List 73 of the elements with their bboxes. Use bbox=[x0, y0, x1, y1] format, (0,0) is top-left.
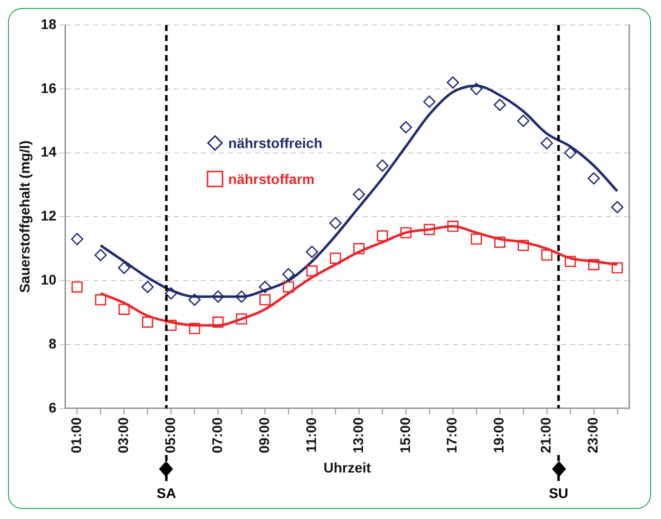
y-tick-label: 14 bbox=[40, 144, 57, 160]
point bbox=[564, 256, 576, 268]
point bbox=[212, 316, 224, 328]
point bbox=[540, 137, 553, 150]
point bbox=[400, 227, 412, 238]
x-tick-label: 01:00 bbox=[68, 417, 84, 454]
point bbox=[494, 98, 506, 112]
x-tick-label: 17:00 bbox=[444, 417, 460, 454]
point bbox=[564, 146, 576, 159]
point bbox=[236, 313, 248, 325]
point bbox=[446, 76, 460, 89]
point bbox=[118, 262, 130, 274]
point bbox=[353, 243, 365, 254]
y-tick-label: 12 bbox=[40, 208, 57, 224]
x-tick-label: 15:00 bbox=[396, 417, 413, 454]
point bbox=[141, 280, 154, 294]
point bbox=[188, 322, 200, 334]
point bbox=[235, 290, 248, 303]
point bbox=[494, 236, 506, 248]
point bbox=[258, 280, 272, 294]
point bbox=[423, 96, 436, 108]
point bbox=[165, 320, 177, 331]
y-axis-title: Sauerstoffgehalt (mg/l) bbox=[16, 140, 32, 293]
point bbox=[282, 268, 295, 280]
point bbox=[541, 249, 552, 261]
point bbox=[95, 294, 106, 306]
x-tick-label: 09:00 bbox=[256, 417, 272, 454]
point bbox=[588, 172, 600, 185]
y-tick-label: 6 bbox=[48, 399, 57, 416]
point bbox=[400, 121, 412, 134]
point bbox=[447, 220, 458, 232]
x-tick-label: 03:00 bbox=[114, 417, 131, 454]
y-tick-label: 18 bbox=[40, 16, 57, 32]
point bbox=[376, 230, 388, 242]
point bbox=[118, 304, 130, 315]
point bbox=[518, 240, 529, 252]
point bbox=[517, 114, 530, 127]
x-tick-label: 13:00 bbox=[350, 417, 366, 454]
legend-label: nährstoffarm bbox=[228, 171, 315, 187]
x-tick-label: 05:00 bbox=[162, 417, 178, 454]
point bbox=[611, 200, 624, 214]
point bbox=[142, 316, 154, 328]
ref-line-label: SA bbox=[156, 484, 176, 501]
point bbox=[424, 224, 435, 236]
point bbox=[588, 259, 600, 270]
point bbox=[612, 262, 623, 274]
y-tick-label: 16 bbox=[40, 80, 57, 96]
point bbox=[470, 233, 482, 245]
x-tick-label: 07:00 bbox=[208, 417, 225, 454]
point bbox=[188, 294, 201, 306]
point bbox=[306, 246, 318, 258]
point bbox=[212, 290, 224, 303]
x-axis-title: Uhrzeit bbox=[323, 459, 372, 476]
y-tick-label: 8 bbox=[48, 335, 57, 352]
x-tick-label: 21:00 bbox=[538, 417, 554, 454]
point bbox=[306, 265, 318, 277]
point bbox=[94, 248, 107, 262]
point bbox=[259, 294, 271, 306]
point bbox=[329, 216, 342, 230]
point bbox=[330, 252, 342, 264]
point bbox=[352, 188, 366, 200]
point bbox=[70, 232, 84, 246]
point bbox=[164, 287, 178, 300]
point bbox=[470, 82, 482, 96]
legend-label: nährstoffreich bbox=[228, 135, 322, 151]
ref-line-label: SU bbox=[548, 484, 568, 501]
point bbox=[376, 159, 389, 172]
point bbox=[72, 281, 83, 293]
x-tick-label: 19:00 bbox=[490, 417, 507, 454]
x-tick-label: 11:00 bbox=[302, 417, 319, 452]
point bbox=[282, 281, 294, 293]
x-tick-label: 23:00 bbox=[584, 417, 601, 454]
y-tick-label: 10 bbox=[40, 271, 57, 288]
